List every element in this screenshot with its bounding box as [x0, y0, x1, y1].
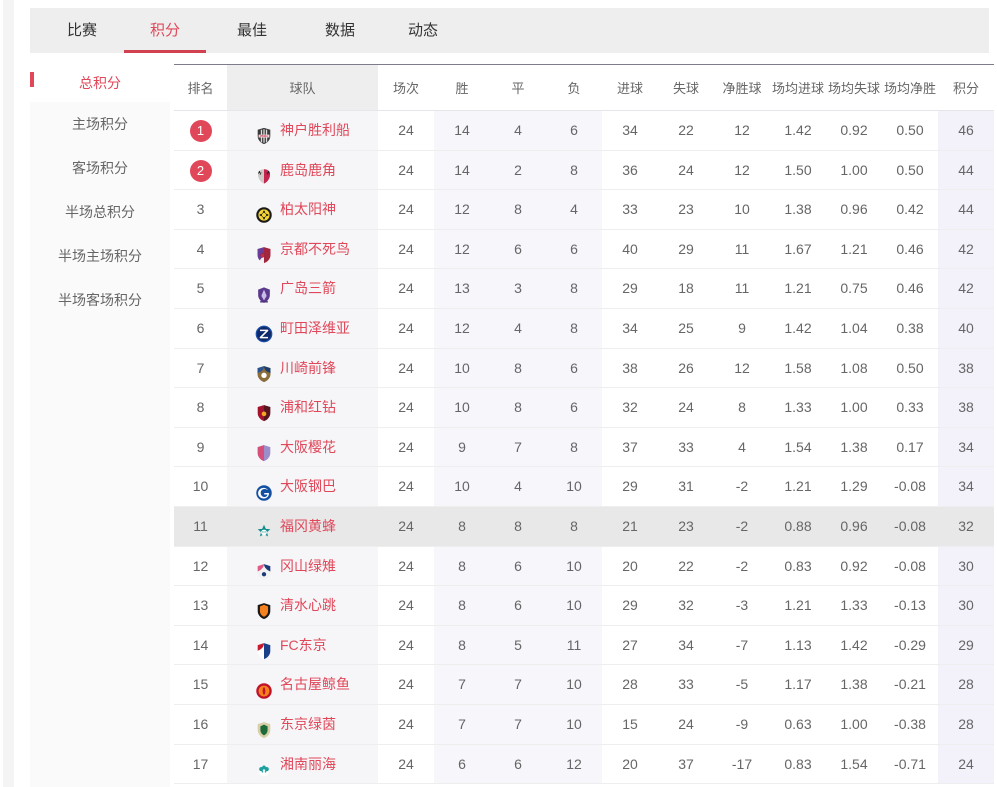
- svg-text:VISSEL: VISSEL: [260, 136, 269, 138]
